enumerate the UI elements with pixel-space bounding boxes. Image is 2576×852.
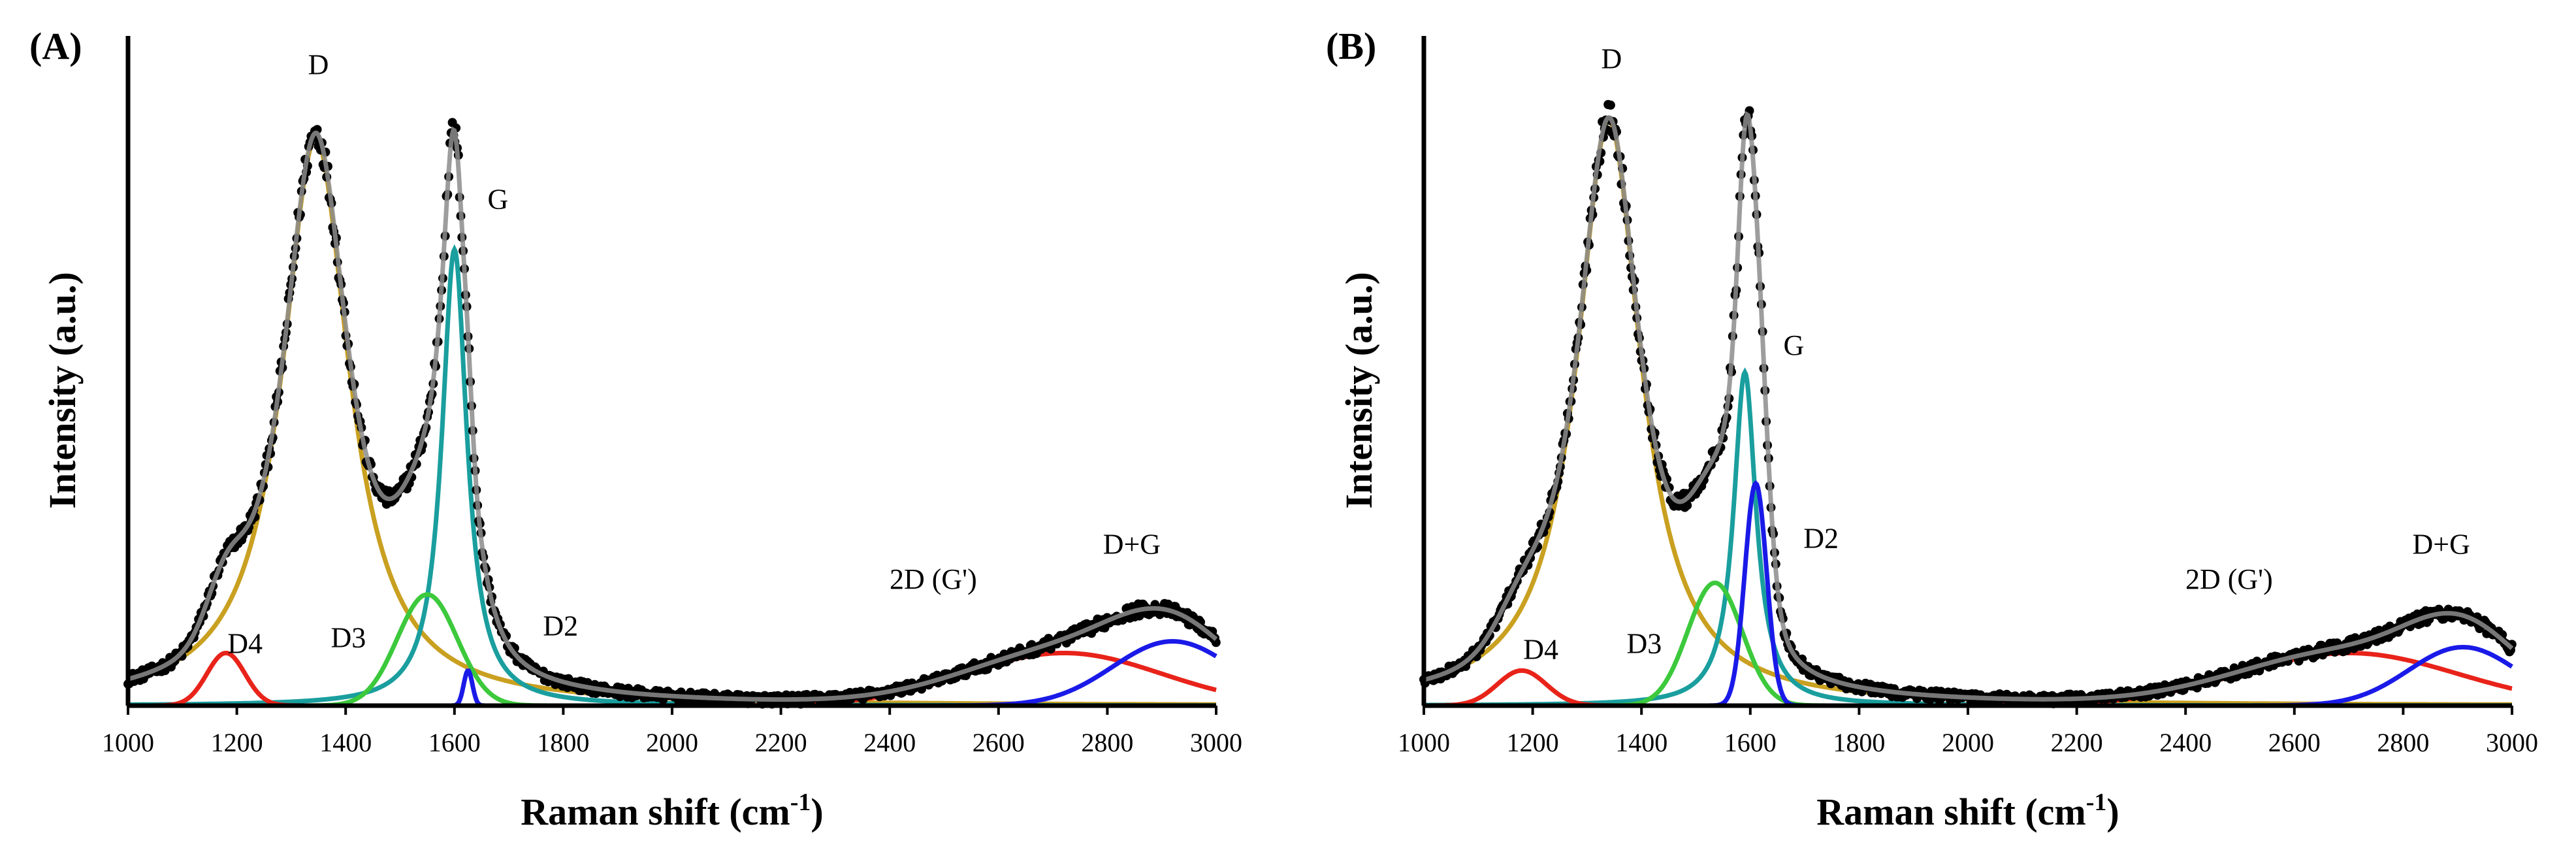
series-fit-curve — [127, 126, 1218, 702]
peak-label-d4: D4 — [1523, 633, 1558, 665]
x-axis-title: Raman shift (cm-1) — [521, 789, 823, 833]
peak-label-d: D — [1601, 42, 1622, 74]
y-axis-title: Intensity (a.u.) — [41, 272, 84, 509]
x-tick-label: 2400 — [2159, 728, 2212, 757]
x-tick-label: 1800 — [1833, 728, 1885, 757]
x-tick-label: 1000 — [102, 728, 154, 757]
x-tick-label: 2000 — [646, 728, 698, 757]
x-tick-label: 3000 — [2486, 728, 2538, 757]
x-axis-title-superscript: -1 — [2086, 789, 2107, 816]
data-point — [2342, 646, 2351, 655]
x-tick-label: 2200 — [2051, 728, 2103, 757]
data-point — [1605, 100, 1615, 110]
peak-label-2d-g: 2D (G') — [890, 563, 977, 595]
peak-label-d3: D3 — [1626, 627, 1662, 659]
x-tick-label: 2000 — [1942, 728, 1994, 757]
x-tick-label: 1400 — [319, 728, 372, 757]
x-tick-label: 1200 — [1507, 728, 1559, 757]
x-tick-label: 3000 — [1190, 728, 1242, 757]
series-measured-data-points — [1419, 100, 2517, 708]
peak-label-d2: D2 — [1803, 522, 1839, 554]
x-tick-label: 1800 — [537, 728, 589, 757]
peak-label-d3: D3 — [330, 622, 366, 654]
x-axis-title-superscript: -1 — [790, 789, 811, 816]
series-d2-curve — [1424, 480, 2512, 708]
x-tick-label: 1400 — [1615, 728, 1667, 757]
y-axis-title: Intensity (a.u.) — [1338, 272, 1380, 509]
panel-label: (B) — [1326, 25, 1376, 67]
x-tick-label: 1200 — [211, 728, 263, 757]
x-tick-label: 2800 — [1081, 728, 1133, 757]
data-point — [1682, 500, 1692, 510]
series-measured-data-points — [123, 118, 1221, 709]
panel-b: 1000 1200 1400 1600 1800 2000 2200 2400 2600 2800… — [1326, 25, 2538, 833]
peak-label-d4: D4 — [227, 627, 263, 659]
data-point — [1211, 638, 1221, 647]
x-axis-title-close: ) — [811, 791, 823, 833]
x-tick-label: 2600 — [2268, 728, 2321, 757]
x-tick-label: 2800 — [2377, 728, 2429, 757]
peak-label-d: D — [308, 48, 329, 80]
x-tick-label: 2600 — [973, 728, 1025, 757]
x-axis-title-close: ) — [2106, 791, 2119, 833]
peak-label-d2: D2 — [543, 610, 578, 642]
x-axis-title-text: Raman shift (cm — [1816, 791, 2085, 833]
peak-label-d-g: D+G — [1103, 528, 1161, 560]
x-tick-label: 1600 — [428, 728, 481, 757]
x-tick-label: 2200 — [755, 728, 807, 757]
peak-label-g: G — [488, 183, 509, 215]
series-fit-curve — [1423, 110, 2514, 702]
peak-label-2d-g: 2D (G') — [2185, 563, 2273, 595]
x-axis-title: Raman shift (cm-1) — [1816, 789, 2119, 833]
peak-label-d-g: D+G — [2413, 528, 2470, 560]
series-d-curve — [1423, 118, 2512, 707]
x-tick-label: 2400 — [863, 728, 916, 757]
x-tick-label: 1600 — [1724, 728, 1777, 757]
series-d-curve — [127, 136, 1216, 707]
x-tick-label: 1000 — [1398, 728, 1450, 757]
panel-a: 1000 1200 1400 1600 1800 2000 2200 2400 2600 2800… — [29, 25, 1242, 833]
series-g-curve — [1424, 367, 2512, 708]
panel-label: (A) — [29, 25, 82, 67]
x-axis-title-text: Raman shift (cm — [521, 791, 790, 833]
peak-label-g: G — [1784, 329, 1805, 361]
